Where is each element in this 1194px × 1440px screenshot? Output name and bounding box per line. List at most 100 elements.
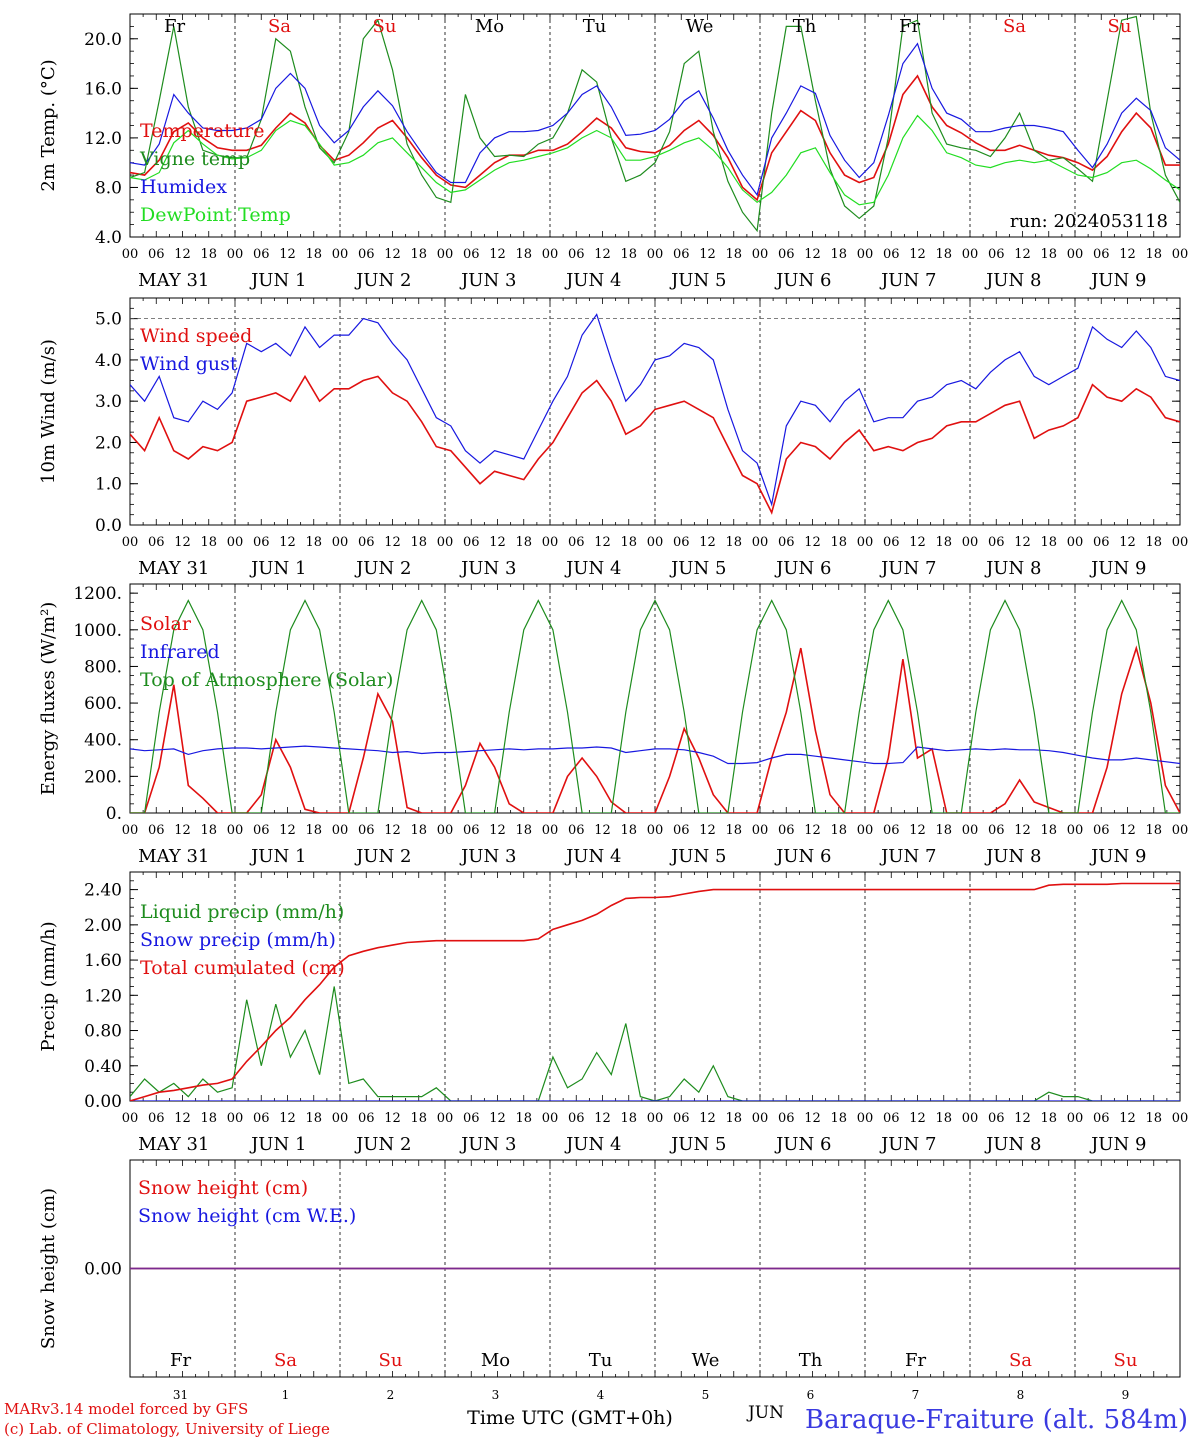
weekday-label: Fr: [899, 16, 920, 37]
date-label: JUN 8: [984, 1134, 1041, 1155]
weekday-label: Sa: [1009, 1350, 1032, 1371]
date-label: JUN 7: [879, 270, 936, 291]
date-label: JUN 2: [354, 270, 411, 291]
x-hour-label: 00: [542, 247, 559, 262]
x-hour-label: 18: [515, 247, 532, 262]
panel-3: 0. 200. 400. 600. 800. 1000. 1200. Energy fluxe…: [38, 583, 1189, 867]
panel-1: 4.0 8.0 12.0 16.0 20.0 2m Temp. (°C) Temperatu…: [38, 13, 1188, 291]
x-hour-label: 12: [384, 535, 401, 550]
x-hour-label: 18: [305, 535, 322, 550]
x-hour-label: 12: [1014, 823, 1031, 838]
x-hour-label: 18: [200, 247, 217, 262]
x-hour-label: 00: [1172, 823, 1189, 838]
series-line-2-2: [130, 313, 1180, 507]
x-hour-label: 12: [909, 535, 926, 550]
y-tick-label: 20.0: [84, 30, 122, 50]
x-hour-label: 18: [620, 823, 637, 838]
series-line-1-3: [130, 42, 1180, 197]
x-hour-label: 00: [227, 247, 244, 262]
x-hour-label: 06: [988, 823, 1005, 838]
x-hour-label: 00: [857, 1111, 874, 1126]
x-hour-label: 06: [463, 823, 480, 838]
x-hour-label: 00: [542, 823, 559, 838]
day-number-label: 9: [1122, 1388, 1130, 1402]
x-hour-label: 00: [1067, 247, 1084, 262]
x-hour-label: 06: [883, 1111, 900, 1126]
date-label: JUN 5: [669, 846, 726, 867]
date-label: MAY 31: [138, 846, 209, 867]
x-hour-label: 06: [253, 823, 270, 838]
x-hour-label: 18: [830, 247, 847, 262]
month-label: JUN: [746, 1403, 784, 1423]
legend-entry: Wind gust: [140, 353, 238, 375]
y-tick-label: 4.0: [95, 351, 122, 371]
x-hour-label: 00: [332, 535, 349, 550]
y-tick-label: 2.40: [84, 881, 122, 901]
x-hour-label: 00: [752, 1111, 769, 1126]
x-hour-label: 12: [699, 535, 716, 550]
x-hour-label: 18: [1145, 247, 1162, 262]
x-hour-label: 12: [489, 823, 506, 838]
y-tick-label: 0.40: [84, 1057, 122, 1077]
x-hour-label: 00: [647, 823, 664, 838]
x-hour-label: 00: [437, 823, 454, 838]
y-tick-label: 0.00: [84, 1092, 122, 1112]
legend-entry: Liquid precip (mm/h): [140, 901, 344, 923]
x-hour-label: 00: [227, 1111, 244, 1126]
x-hour-label: 00: [857, 535, 874, 550]
x-hour-label: 00: [437, 535, 454, 550]
x-hour-label: 06: [358, 535, 375, 550]
x-hour-label: 12: [594, 1111, 611, 1126]
day-number-label: 2: [387, 1388, 395, 1402]
x-hour-label: 00: [1067, 823, 1084, 838]
x-hour-label: 12: [174, 247, 191, 262]
date-label: JUN 7: [879, 558, 936, 579]
x-hour-label: 06: [883, 823, 900, 838]
date-label: JUN 1: [249, 558, 306, 579]
series-line-2-1: [130, 374, 1180, 515]
x-hour-label: 00: [752, 535, 769, 550]
weekday-label: Th: [793, 16, 817, 37]
x-hour-label: 06: [568, 823, 585, 838]
x-hour-label: 06: [253, 535, 270, 550]
day-number-label: 4: [597, 1388, 605, 1402]
x-hour-label: 00: [332, 823, 349, 838]
x-hour-label: 00: [752, 247, 769, 262]
weekday-label: Fr: [170, 1350, 191, 1371]
x-hour-label: 12: [174, 823, 191, 838]
x-hour-label: 06: [673, 535, 690, 550]
x-hour-label: 06: [358, 247, 375, 262]
date-label: MAY 31: [138, 1134, 209, 1155]
x-hour-label: 06: [778, 247, 795, 262]
date-label: JUN 2: [354, 1134, 411, 1155]
x-hour-label: 06: [463, 1111, 480, 1126]
run-label: run: 2024053118: [1010, 211, 1168, 232]
date-label: JUN 6: [774, 270, 831, 291]
x-hour-label: 00: [122, 247, 139, 262]
x-hour-label: 06: [1093, 247, 1110, 262]
legend-entry: Wind speed: [140, 325, 252, 347]
y-tick-label: 12.0: [84, 129, 122, 149]
weekday-label: Tu: [589, 1350, 613, 1371]
legend-entry: Snow height (cm W.E.): [138, 1205, 356, 1227]
weekday-label: Su: [1108, 16, 1132, 37]
y-axis-label: Snow height (cm): [38, 1188, 59, 1349]
x-hour-label: 06: [673, 1111, 690, 1126]
x-hour-label: 18: [620, 247, 637, 262]
legend-entry: Snow precip (mm/h): [140, 929, 336, 951]
series-line-4-3: [130, 882, 1180, 1101]
date-label: JUN 8: [984, 846, 1041, 867]
x-hour-label: 00: [332, 247, 349, 262]
x-hour-label: 12: [174, 1111, 191, 1126]
weekday-label: Th: [799, 1350, 823, 1371]
x-hour-label: 06: [673, 823, 690, 838]
weekday-label: Sa: [274, 1350, 297, 1371]
weekday-label: Fr: [905, 1350, 926, 1371]
x-hour-label: 00: [647, 247, 664, 262]
day-number-label: 1: [282, 1388, 290, 1402]
date-label: JUN 6: [774, 558, 831, 579]
series-line-3-3: [130, 599, 1180, 813]
date-label: JUN 5: [669, 270, 726, 291]
x-hour-label: 12: [279, 247, 296, 262]
